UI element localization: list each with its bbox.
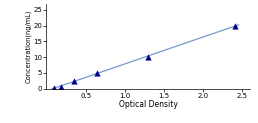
Point: [95, 72, 100, 74]
Point: [146, 56, 150, 58]
Point: [72, 80, 76, 82]
Y-axis label: Concentration(ng/mL): Concentration(ng/mL): [25, 9, 32, 83]
Point: [232, 25, 237, 27]
Point: [59, 86, 63, 88]
Point: [52, 87, 56, 89]
X-axis label: Optical Density: Optical Density: [119, 100, 178, 109]
